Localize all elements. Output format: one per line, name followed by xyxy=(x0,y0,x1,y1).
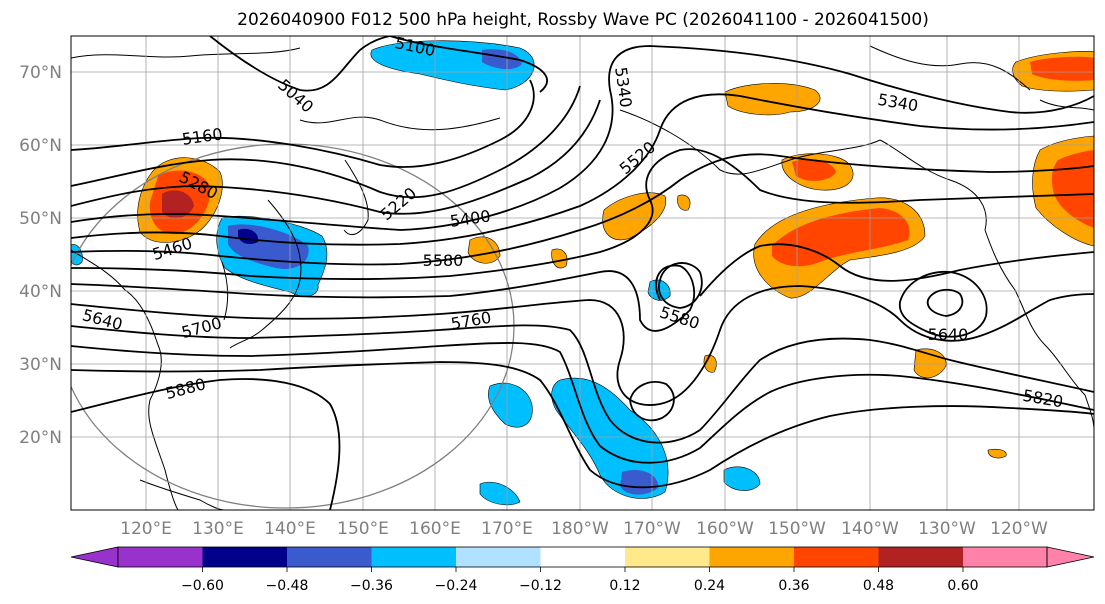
colorbar-extend-high xyxy=(1046,546,1095,568)
contour-5460 xyxy=(71,153,1094,266)
contour-5160 xyxy=(71,79,535,168)
coastline-north-america xyxy=(984,229,1094,431)
contour-5400 xyxy=(71,93,1094,246)
contour-5820 xyxy=(71,361,1094,489)
colorbar: −0.60 −0.48 −0.36 −0.24 −0.12 0.12 0.24 … xyxy=(70,546,1095,594)
lon-label: 140°W xyxy=(841,519,899,539)
positive-anomaly-central-b xyxy=(467,236,501,264)
coastline-korea-japan xyxy=(221,199,302,349)
colorbar-segment xyxy=(540,547,625,567)
contour-label: 5640 xyxy=(928,325,969,344)
latitude-labels: 70°N 60°N 50°N 40°N 30°N 20°N xyxy=(19,63,62,448)
positive-anomaly-small-f xyxy=(987,448,1007,459)
contour-low-inner xyxy=(926,288,964,317)
contour-5700 xyxy=(71,324,1094,444)
contour-5520 xyxy=(71,148,1094,280)
contour-5100 xyxy=(389,36,548,93)
lon-label: 120°E xyxy=(120,519,172,539)
lon-label: 120°W xyxy=(990,519,1048,539)
contour-5640 xyxy=(71,285,1094,406)
colorbar-tick-label: 0.12 xyxy=(609,578,640,594)
colorbar-extend-low xyxy=(70,546,119,568)
contour-bering-loop xyxy=(658,262,703,309)
longitude-labels: 120°E 130°E 140°E 150°E 160°E 170°E 180°… xyxy=(120,519,1048,539)
coastline-kamchatka xyxy=(343,159,369,236)
contour-5580 xyxy=(71,243,1094,332)
positive-anomaly-siberia-core xyxy=(162,190,194,219)
contour-5640-low xyxy=(898,271,988,338)
coastline-new-guinea xyxy=(139,479,225,510)
colorbar-frame xyxy=(117,546,1048,568)
positive-anomaly-central-a xyxy=(602,192,667,241)
anomaly-shading xyxy=(71,40,1094,506)
positive-anomaly-arctic-ne-core xyxy=(1030,56,1094,81)
negative-anomaly-small-c xyxy=(479,482,521,506)
lon-label: 170°W xyxy=(623,519,681,539)
lat-label: 60°N xyxy=(19,136,62,156)
lon-label: 160°E xyxy=(409,519,461,539)
colorbar-tick-label: −0.24 xyxy=(435,578,478,594)
colorbar-tick-label: −0.12 xyxy=(519,578,562,594)
contour-5040 xyxy=(209,36,391,92)
lon-label: 150°E xyxy=(337,519,389,539)
colorbar-segment xyxy=(287,547,372,567)
coastlines xyxy=(71,45,1094,510)
colorbar-segment xyxy=(625,547,710,567)
colorbar-segment xyxy=(371,547,456,567)
colorbar-tick-labels: −0.60 −0.48 −0.36 −0.24 −0.12 0.12 0.24 … xyxy=(181,578,979,594)
colorbar-segment xyxy=(878,547,963,567)
lat-label: 40°N xyxy=(19,282,62,302)
contour-5220 xyxy=(71,85,581,199)
negative-anomaly-arctic-core xyxy=(482,49,522,70)
lat-label: 50°N xyxy=(19,209,62,229)
negative-anomaly-small-b xyxy=(723,466,761,491)
contour-cutoff-low xyxy=(629,381,675,422)
map-panel: 5100 5040 5340 5340 5160 5280 5220 5520 … xyxy=(19,35,1095,539)
contour-5760 xyxy=(71,342,1094,464)
contour-5880 xyxy=(71,378,341,510)
colorbar-tick-label: −0.60 xyxy=(181,578,224,594)
colorbar-segment xyxy=(709,547,794,567)
lon-label: 180°W xyxy=(551,519,609,539)
contour-label: 5580 xyxy=(423,251,464,270)
positive-anomaly-arctic-east xyxy=(724,83,821,116)
lon-label: 140°E xyxy=(264,519,316,539)
colorbar-tick-label: 0.24 xyxy=(694,578,725,594)
colorbar-tick-label: 0.48 xyxy=(863,578,894,594)
lon-label: 130°E xyxy=(192,519,244,539)
lon-label: 150°W xyxy=(768,519,826,539)
colorbar-tick-label: −0.48 xyxy=(266,578,309,594)
lon-label: 170°E xyxy=(481,519,533,539)
lat-label: 20°N xyxy=(19,428,62,448)
colorbar-segment xyxy=(456,547,541,567)
positive-anomaly-central-c xyxy=(551,248,568,269)
colorbar-tick-label: 0.60 xyxy=(947,578,978,594)
colorbar-tick-label: 0.36 xyxy=(778,578,809,594)
contour-5280 xyxy=(71,99,601,215)
height-contours xyxy=(71,36,1094,510)
colorbar-segment xyxy=(963,547,1047,567)
contour-5340 xyxy=(71,45,1094,231)
coastline-siberia-north xyxy=(71,47,501,131)
positive-anomaly-gulf-alaska-core xyxy=(772,208,910,267)
graticule xyxy=(71,36,1094,510)
lon-label: 130°W xyxy=(918,519,976,539)
figure-title: 2026040900 F012 500 hPa height, Rossby W… xyxy=(237,10,929,30)
coastline-alaska xyxy=(619,109,987,231)
positive-anomaly-bering-core xyxy=(792,159,836,181)
colorbar-tick-label: −0.36 xyxy=(350,578,393,594)
colorbar-ticks xyxy=(202,567,964,572)
lat-label: 70°N xyxy=(19,63,62,83)
negative-anomaly-subtropic-core xyxy=(620,469,659,495)
lat-label: 30°N xyxy=(19,355,62,375)
colorbar-segment xyxy=(202,547,287,567)
colorbar-segment xyxy=(794,547,879,567)
map-frame xyxy=(70,35,1095,511)
colorbar-segment xyxy=(118,547,203,567)
lon-label: 160°W xyxy=(696,519,754,539)
positive-anomaly-small-e xyxy=(677,194,691,211)
coastline-asia xyxy=(71,249,179,510)
